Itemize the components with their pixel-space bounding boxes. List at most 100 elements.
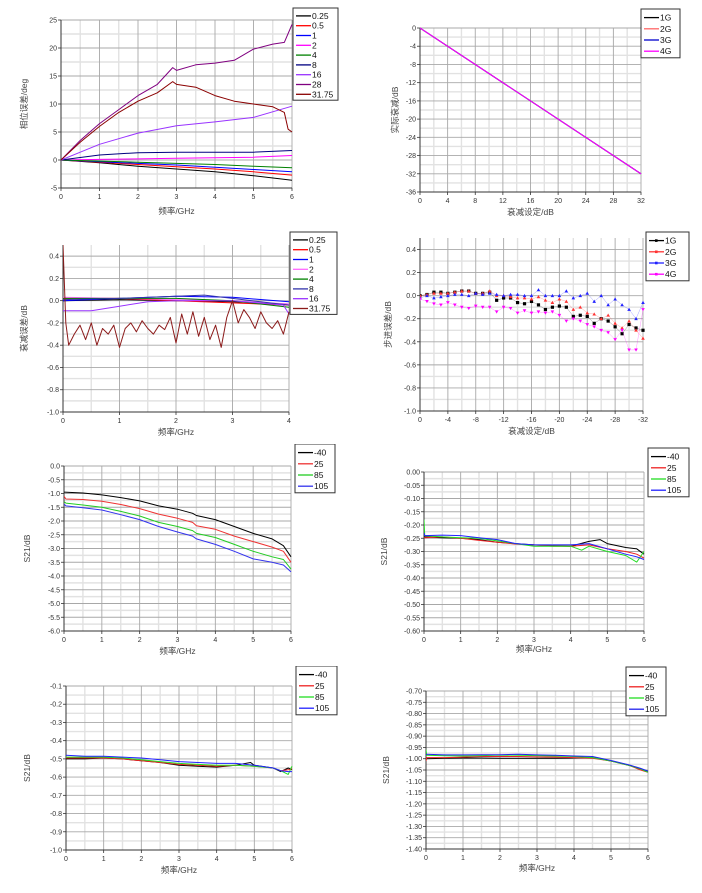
- x-tick-label: 3: [175, 194, 179, 201]
- y-tick-label: -1.0: [404, 409, 416, 416]
- data-point-4G: [592, 325, 597, 329]
- data-point-2G: [634, 328, 638, 332]
- y-tick-label: -1.00: [406, 756, 422, 763]
- data-point-3G: [599, 293, 603, 298]
- data-point-3G: [425, 293, 429, 298]
- series-group: [63, 244, 290, 348]
- legend-label: 0.25: [309, 235, 326, 245]
- data-point-2G: [571, 307, 576, 311]
- y-tick-label: -0.95: [406, 745, 422, 752]
- data-point-2G: [487, 289, 492, 293]
- data-point-1G: [543, 307, 548, 312]
- legend-label: 1G: [660, 13, 671, 23]
- y-tick-label: -0.7: [50, 793, 62, 800]
- data-point-4G: [627, 348, 631, 352]
- series-line-85: [424, 519, 645, 563]
- legend-label: 85: [315, 692, 325, 702]
- y-tick-label: -0.10: [404, 496, 420, 503]
- y-tick-label: -28: [406, 153, 416, 160]
- legend-label: 25: [315, 681, 325, 691]
- x-axis-label: 频率/GHz: [161, 865, 197, 875]
- x-tick-label: 4: [572, 855, 576, 862]
- data-point-1G: [620, 332, 624, 336]
- y-tick-label: -4.0: [48, 574, 60, 581]
- data-point-3G: [543, 293, 548, 298]
- data-point-2G: [592, 312, 597, 316]
- chart-s21-temp-a: 0.0 -0.5 -1.0 -1.5 -2.0 -2.5 -3.0 -3.5 -4.0 -4.5 -…: [0, 443, 351, 666]
- legend-label: 31.75: [312, 89, 334, 99]
- x-tick-label: 2: [138, 637, 142, 644]
- x-tick-label: 24: [582, 198, 590, 205]
- x-tick-label: -12: [499, 417, 509, 424]
- x-axis-label: 频率/GHz: [516, 644, 552, 654]
- y-axis-label: S21/dB: [379, 537, 389, 565]
- data-point-2G: [585, 311, 590, 315]
- y-tick-label: -1.40: [406, 847, 422, 854]
- data-point-2G: [641, 336, 645, 340]
- data-point-4G: [473, 304, 478, 308]
- y-tick-label: -0.25: [404, 536, 420, 543]
- data-point-2G: [578, 305, 583, 309]
- legend-label: 8: [309, 284, 314, 294]
- y-tick-label: -0.75: [406, 700, 422, 707]
- y-tick-label: -1.0: [48, 491, 60, 498]
- series-line-31.75: [61, 81, 293, 161]
- y-tick-label: 10: [49, 102, 57, 109]
- x-tick-label: -32: [638, 417, 648, 424]
- legend-label: 16: [309, 294, 319, 304]
- y-tick-label: -0.70: [406, 689, 422, 696]
- y-tick-label: 15: [49, 74, 57, 81]
- y-axis-label: S21/dB: [22, 754, 32, 782]
- legend-label: 4G: [665, 269, 676, 279]
- x-tick-label: 0: [61, 418, 65, 425]
- x-tick-label: 1: [102, 856, 106, 863]
- y-tick-label: -2.0: [48, 519, 60, 526]
- data-point-1G: [550, 305, 555, 309]
- y-tick-label: 0: [53, 158, 57, 165]
- legend-label: 2G: [665, 247, 676, 257]
- data-point-3G: [634, 316, 638, 321]
- data-point-3G: [641, 300, 645, 304]
- series-line-8: [63, 294, 290, 306]
- series-group: [426, 749, 649, 773]
- data-point-4G: [641, 308, 645, 312]
- y-tick-label: -0.3: [50, 720, 62, 727]
- data-point-4G: [599, 328, 603, 333]
- series-line-25: [64, 495, 292, 563]
- legend-label: 105: [667, 485, 681, 495]
- y-tick-label: -0.45: [404, 589, 420, 596]
- y-tick-label: -0.4: [47, 343, 59, 350]
- y-axis-label: S21/dB: [381, 756, 391, 784]
- series-line-105: [426, 753, 649, 772]
- series-line-1: [61, 159, 293, 173]
- data-point-4G: [446, 301, 450, 305]
- data-point-4G: [460, 305, 464, 309]
- data-point-2G: [529, 297, 534, 301]
- data-point-2G: [627, 319, 631, 323]
- legend-label: 3G: [660, 35, 671, 45]
- data-point-2G: [515, 296, 520, 300]
- y-tick-label: -0.5: [50, 756, 62, 763]
- y-tick-label: -1.05: [406, 768, 422, 775]
- y-tick-label: -1.30: [406, 824, 422, 831]
- data-point-2G: [620, 326, 624, 330]
- data-point-1G: [585, 314, 589, 319]
- data-point-3G: [578, 293, 583, 298]
- legend-label: 1G: [665, 236, 676, 246]
- data-point-4G: [453, 303, 457, 307]
- data-point-3G: [592, 299, 597, 303]
- x-tick-label: 1: [98, 194, 102, 201]
- data-point-1G: [578, 313, 582, 317]
- y-tick-label: -0.9: [50, 829, 62, 836]
- x-axis-label: 频率/GHz: [158, 206, 194, 216]
- y-tick-label: -1.0: [50, 848, 62, 855]
- y-tick-label: -20: [406, 117, 416, 124]
- x-tick-label: 4: [213, 194, 217, 201]
- x-tick-label: 4: [569, 637, 573, 644]
- x-tick-label: 5: [252, 856, 256, 863]
- data-point-3G: [480, 292, 485, 296]
- x-tick-label: 1: [459, 637, 463, 644]
- data-point-1G: [613, 325, 617, 329]
- y-tick-label: -1.5: [48, 505, 60, 512]
- legend-label: -40: [645, 671, 658, 681]
